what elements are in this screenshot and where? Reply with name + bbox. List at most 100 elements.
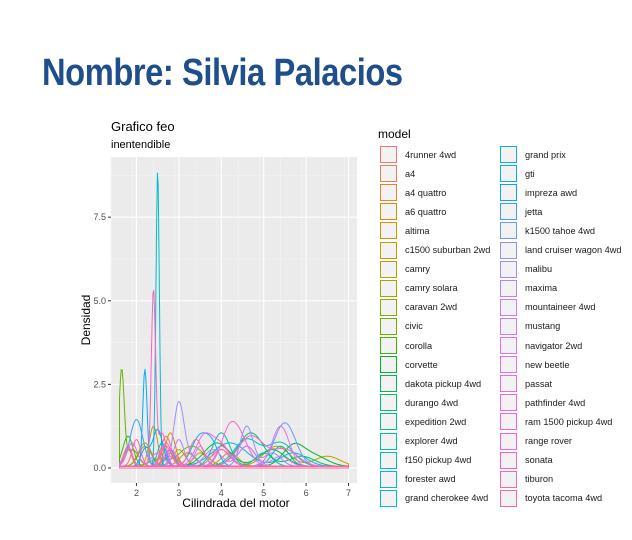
legend-label: mustang	[525, 321, 561, 332]
legend-label: dakota pickup 4wd	[405, 378, 482, 389]
legend-item: pathfinder 4wd	[500, 393, 585, 412]
legend-item: a4	[380, 164, 415, 183]
legend-item: ram 1500 pickup 4wd	[500, 412, 612, 431]
legend-label: c1500 suburban 2wd	[405, 245, 491, 255]
legend-key	[500, 451, 517, 469]
legend-label: tiburon	[525, 474, 554, 485]
legend-label: camry solara	[405, 283, 458, 294]
legend-key	[500, 413, 517, 431]
chart-subtitle: inentendible	[111, 139, 171, 151]
legend-item: land cruiser wagon 4wd	[500, 241, 622, 260]
legend-label: expedition 2wd	[405, 416, 467, 427]
legend-label: sonata	[525, 455, 553, 466]
legend-label: 4runner 4wd	[405, 149, 457, 160]
legend-label: gti	[525, 168, 535, 179]
legend-label: grand prix	[525, 149, 566, 160]
legend-key	[500, 375, 517, 393]
legend-item: navigator 2wd	[500, 336, 582, 355]
legend-label: toyota tacoma 4wd	[525, 493, 603, 504]
legend-key	[380, 394, 397, 412]
legend-item: tiburon	[500, 470, 553, 489]
legend-label: ram 1500 pickup 4wd	[525, 416, 613, 427]
legend-item: civic	[380, 317, 423, 336]
legend-label: camry	[405, 264, 431, 275]
legend-item: toyota tacoma 4wd	[500, 489, 602, 508]
legend-label: f150 pickup 4wd	[405, 455, 472, 466]
page-title: Nombre: Silvia Palacios	[42, 52, 403, 94]
legend-key	[500, 203, 517, 221]
legend-label: grand cherokee 4wd	[405, 493, 489, 504]
legend-item: new beetle	[500, 355, 569, 374]
x-tick-label: 2	[134, 488, 139, 498]
legend-item: mountaineer 4wd	[500, 298, 595, 317]
legend-key	[500, 356, 517, 374]
y-tick-label: 0.0	[93, 463, 106, 473]
legend-item: a6 quattro	[380, 202, 446, 221]
legend-key	[500, 337, 517, 354]
legend-item: dakota pickup 4wd	[380, 374, 481, 393]
legend-label: malibu	[525, 264, 553, 275]
legend-label: caravan 2wd	[405, 302, 458, 313]
legend-label: altima	[405, 225, 430, 236]
legend-item: corolla	[380, 336, 432, 355]
y-tick-label: 2.5	[93, 379, 106, 389]
axes: 2 3 4 5 6 7 0.0 2.5 5.0 7.5	[93, 212, 351, 498]
legend-item: k1500 tahoe 4wd	[500, 221, 595, 240]
y-axis-label: Densidad	[79, 295, 93, 346]
legend: 4runner 4wd a4 a4 quattro a6 quattro altima c…	[380, 145, 630, 517]
legend-label: new beetle	[525, 359, 570, 370]
legend-label: pathfinder 4wd	[525, 397, 586, 408]
legend-item: 4runner 4wd	[380, 145, 456, 164]
legend-key	[380, 375, 397, 393]
legend-key	[500, 260, 517, 278]
legend-item: a4 quattro	[380, 183, 446, 202]
legend-item: jetta	[500, 202, 542, 221]
legend-key	[500, 470, 517, 488]
legend-label: maxima	[525, 283, 558, 294]
legend-item: camry solara	[380, 279, 458, 298]
x-tick-label: 6	[304, 488, 309, 498]
legend-label: navigator 2wd	[525, 340, 583, 351]
x-tick-label: 5	[261, 488, 266, 498]
x-tick-label: 3	[176, 488, 181, 498]
legend-key	[380, 337, 397, 354]
y-tick-label: 5.0	[93, 296, 106, 306]
legend-key	[380, 413, 397, 431]
y-tick-label: 7.5	[93, 212, 106, 222]
legend-item: mustang	[500, 317, 560, 336]
legend-key	[380, 222, 397, 240]
legend-label: jetta	[525, 206, 543, 217]
legend-item: f150 pickup 4wd	[380, 451, 471, 470]
legend-key	[500, 394, 517, 412]
legend-label: a4	[405, 168, 416, 179]
legend-item: camry	[380, 260, 430, 279]
legend-label: a6 quattro	[405, 206, 447, 217]
legend-item: c1500 suburban 2wd	[380, 241, 490, 260]
legend-item: corvette	[380, 355, 438, 374]
legend-title: model	[378, 127, 411, 141]
legend-key	[500, 222, 517, 240]
x-axis-label: Cilindrada del motor	[182, 496, 289, 510]
legend-item: durango 4wd	[380, 393, 458, 412]
legend-key	[500, 146, 517, 163]
legend-key	[500, 317, 517, 335]
legend-label: a4 quattro	[405, 187, 447, 198]
legend-item: grand cherokee 4wd	[380, 489, 488, 508]
legend-key	[380, 260, 397, 278]
legend-label: k1500 tahoe 4wd	[525, 225, 595, 236]
legend-key	[380, 184, 397, 202]
legend-item: passat	[500, 374, 552, 393]
density-curve	[119, 438, 349, 469]
legend-item: expedition 2wd	[380, 412, 466, 431]
legend-key	[500, 432, 517, 450]
legend-label: durango 4wd	[405, 397, 459, 408]
x-tick-label: 7	[346, 488, 351, 498]
legend-key	[380, 203, 397, 221]
legend-key	[500, 184, 517, 202]
legend-key	[380, 298, 397, 316]
legend-key	[500, 165, 517, 183]
legend-label: land cruiser wagon 4wd	[525, 245, 622, 255]
legend-key	[380, 451, 397, 469]
legend-item: sonata	[500, 451, 553, 470]
chart-title: Grafico feo	[111, 119, 175, 134]
